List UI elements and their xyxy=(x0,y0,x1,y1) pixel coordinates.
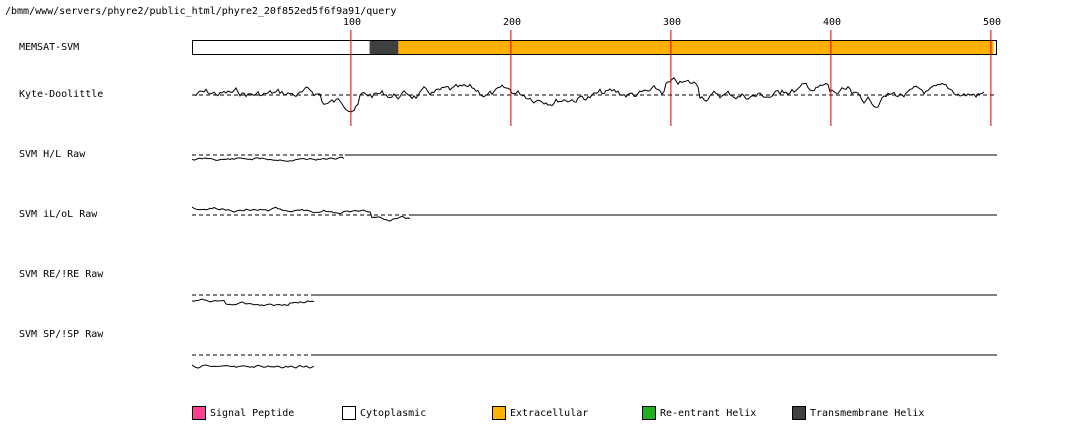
legend-cytoplasmic: Cytoplasmic xyxy=(342,405,426,421)
svm-hl-trace xyxy=(191,156,345,162)
track-label-svm-ilol: SVM iL/oL Raw xyxy=(19,209,98,220)
legend-transmembrane-helix: Transmembrane Helix xyxy=(792,405,924,421)
kd-trace xyxy=(193,77,985,113)
memsat-segment-extracellular xyxy=(398,40,994,54)
legend-signal-peptide: Signal Peptide xyxy=(192,405,294,421)
svm-sp-trace xyxy=(191,364,315,369)
legend-label-extracellular: Extracellular xyxy=(510,407,589,419)
legend-reentrant-helix: Re-entrant Helix xyxy=(642,405,756,421)
track-label-memsat: MEMSAT-SVM xyxy=(19,42,80,53)
legend-extracellular: Extracellular xyxy=(492,405,588,421)
tick-label-400: 400 xyxy=(823,17,842,28)
legend-label-cytoplasmic: Cytoplasmic xyxy=(360,407,427,419)
track-label-svm-hl: SVM H/L Raw xyxy=(19,149,86,160)
legend-label-transmembrane-helix: Transmembrane Helix xyxy=(810,407,925,419)
memsat-segment-transmembrane-helix xyxy=(369,40,399,54)
legend-label-signal-peptide: Signal Peptide xyxy=(210,407,295,419)
legend-swatch-extracellular xyxy=(492,406,506,420)
tick-label-500: 500 xyxy=(983,17,1002,28)
raw-traces xyxy=(191,77,997,369)
legend-label-reentrant-helix: Re-entrant Helix xyxy=(660,407,757,419)
memsat-bar xyxy=(192,40,997,55)
tick-label-300: 300 xyxy=(663,17,682,28)
svm-ilol-trace xyxy=(191,206,411,222)
track-label-kyte-doolittle: Kyte-Doolittle xyxy=(19,89,104,100)
legend-swatch-signal-peptide xyxy=(192,406,206,420)
memsat-segment-cytoplasmic xyxy=(192,40,370,54)
tick-label-100: 100 xyxy=(343,17,362,28)
tick-label-200: 200 xyxy=(503,17,522,28)
legend-swatch-transmembrane-helix xyxy=(792,406,806,420)
track-label-svm-sp: SVM SP/!SP Raw xyxy=(19,329,104,340)
query-path: /bmm/www/servers/phyre2/public_html/phyr… xyxy=(5,6,397,17)
svm-re-trace xyxy=(191,298,315,307)
legend-swatch-cytoplasmic xyxy=(342,406,356,420)
track-label-svm-re: SVM RE/!RE Raw xyxy=(19,269,104,280)
legend-swatch-reentrant-helix xyxy=(642,406,656,420)
memsat-bar-outline xyxy=(192,40,997,55)
position-markers xyxy=(350,30,992,126)
